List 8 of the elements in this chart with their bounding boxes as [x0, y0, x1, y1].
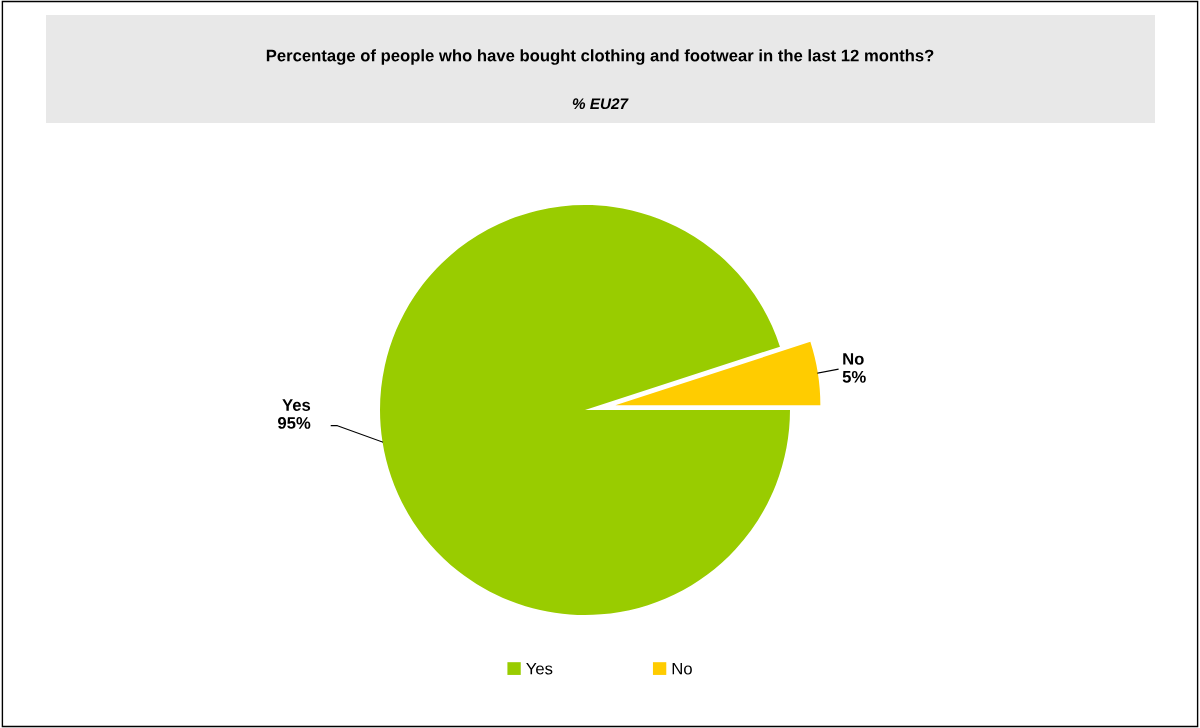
slice-label: Yes [282, 399, 311, 411]
chart-subtitle: % EU27 [572, 98, 629, 110]
chart-title: Percentage of people who have bought clothing and footwear in the last 12 months? [266, 49, 934, 65]
slice-label: No [843, 353, 864, 365]
data-label: 5% [842, 370, 866, 383]
legend-label: No [672, 662, 692, 675]
legend-label: Yes [526, 662, 553, 675]
data-label: 95% [278, 417, 311, 429]
